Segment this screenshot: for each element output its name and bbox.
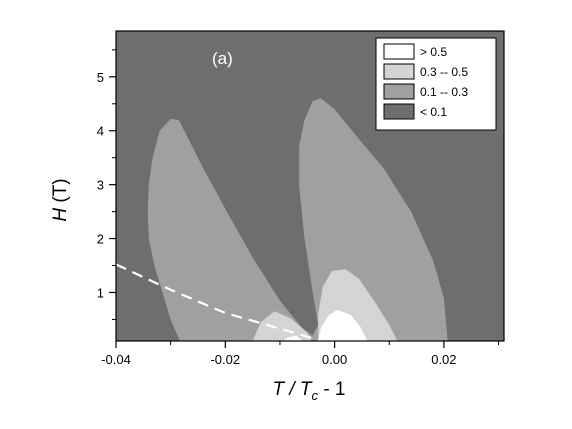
y-tick-label: 2 xyxy=(97,232,104,247)
legend-label: 0.3 -- 0.5 xyxy=(420,65,468,79)
x-axis-title: T / Tc - 1 xyxy=(272,379,345,403)
panel-label: (a) xyxy=(212,49,233,68)
y-axis-title: H (T) xyxy=(50,178,71,221)
legend-swatch xyxy=(383,63,415,80)
contour-regions xyxy=(147,98,448,341)
legend-label: < 0.1 xyxy=(420,105,447,119)
legend-swatch xyxy=(383,43,415,60)
legend-swatch xyxy=(383,83,415,100)
legend: > 0.5 0.3 -- 0.5 0.1 -- 0.3 < 0.1 xyxy=(375,37,497,131)
dashed-boundary-line xyxy=(116,263,319,341)
y-tick-label: 4 xyxy=(97,124,104,139)
axis-ticks xyxy=(109,49,500,348)
legend-label: > 0.5 xyxy=(420,45,447,59)
y-tick-label: 1 xyxy=(97,285,104,300)
y-tick-label: 3 xyxy=(97,178,104,193)
legend-label: 0.1 -- 0.3 xyxy=(420,85,468,99)
axis-tick-labels: -0.04 -0.02 0.00 0.02 1 2 3 4 5 xyxy=(97,70,457,367)
contour-region-1 xyxy=(147,98,448,341)
x-tick-label: 0.02 xyxy=(431,352,456,367)
contour-region-4 xyxy=(282,335,303,341)
x-tick-label: -0.02 xyxy=(210,352,240,367)
plot-frame xyxy=(115,30,505,342)
legend-swatch xyxy=(383,103,415,120)
contour-region-2 xyxy=(252,311,312,341)
y-tick-label: 5 xyxy=(97,70,104,85)
x-tick-label: 0.00 xyxy=(322,352,347,367)
x-tick-label: -0.04 xyxy=(101,352,131,367)
contour-region-5 xyxy=(318,309,368,341)
